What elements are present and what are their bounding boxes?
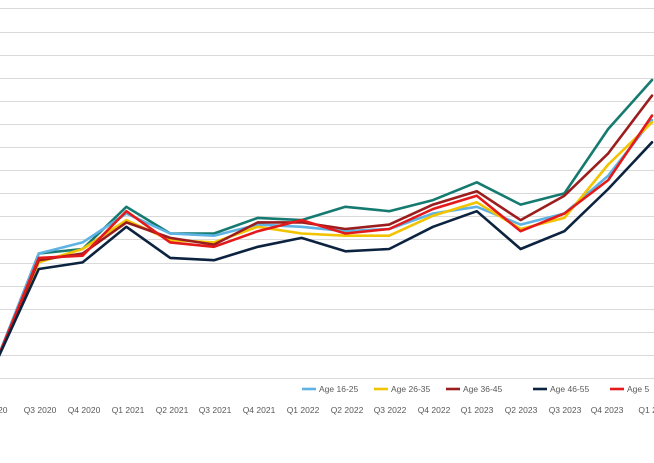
x-tick-label: Q2 2022 — [331, 405, 364, 415]
x-tick-label: Q2 2021 — [156, 405, 189, 415]
x-tick-label: 2020 — [0, 405, 8, 415]
legend: Age 16-25 Age 26-35 Age 36-45 Age 46-55 Age … — [302, 384, 649, 394]
x-axis-tick-labels: 2020 Q3 2020 Q4 2020 Q1 2021 Q2 2021 Q3 2021 Q… — [0, 405, 654, 415]
x-tick-label: Q1 2021 — [112, 405, 145, 415]
legend-label: Age 16-25 — [319, 384, 358, 394]
x-tick-label: Q1 2022 — [287, 405, 320, 415]
gridlines — [0, 8, 654, 379]
series-line-all-ages — [0, 78, 654, 356]
series-line-age-46-55 — [0, 141, 654, 357]
x-tick-label: Q1 20 — [638, 405, 654, 415]
x-tick-label: Q3 2021 — [199, 405, 232, 415]
x-tick-label: Q4 2022 — [418, 405, 451, 415]
x-tick-label: Q4 2023 — [591, 405, 624, 415]
legend-label: Age 46-55 — [550, 384, 589, 394]
x-tick-label: Q3 2020 — [24, 405, 57, 415]
legend-label: Age 36-45 — [463, 384, 502, 394]
x-tick-label: Q3 2023 — [549, 405, 582, 415]
x-tick-label: Q4 2020 — [68, 405, 101, 415]
legend-label: Age 26-35 — [391, 384, 430, 394]
series-line-age-56- — [0, 114, 654, 356]
x-tick-label: Q3 2022 — [374, 405, 407, 415]
legend-label: Age 5 — [627, 384, 649, 394]
x-tick-label: Q2 2023 — [505, 405, 538, 415]
x-tick-label: Q4 2021 — [243, 405, 276, 415]
series-line-age-16-25 — [0, 118, 654, 356]
series-lines — [0, 78, 654, 357]
x-tick-label: Q1 2023 — [461, 405, 494, 415]
